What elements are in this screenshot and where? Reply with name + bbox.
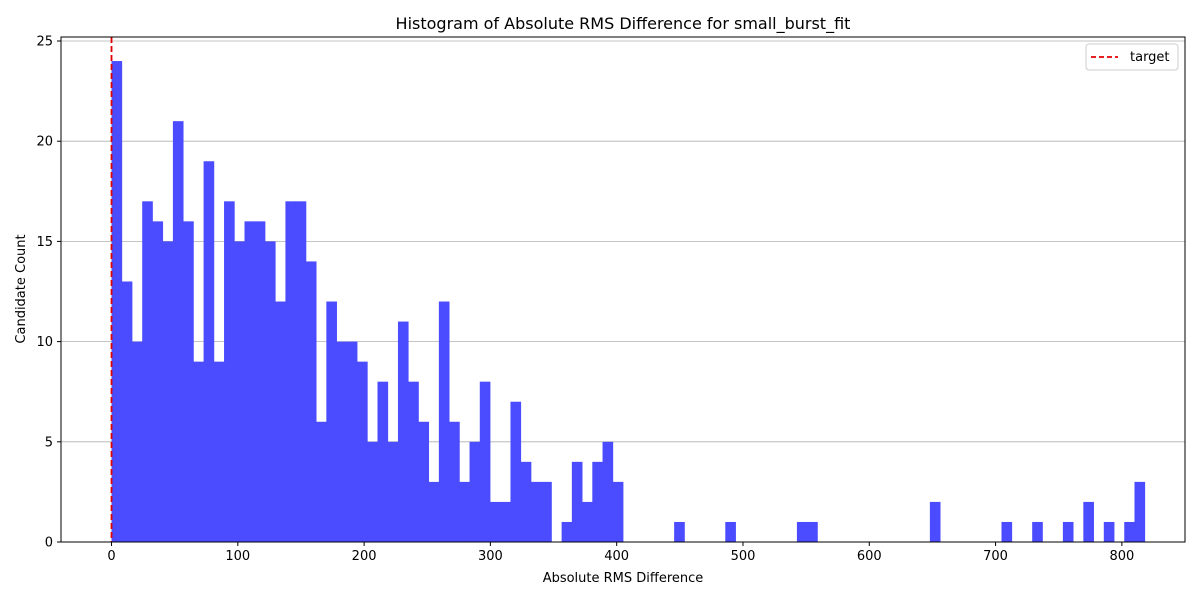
histogram-bar — [203, 161, 215, 542]
y-tick-label: 20 — [36, 135, 53, 150]
histogram-bar — [725, 521, 736, 542]
y-tick-label: 0 — [45, 536, 53, 551]
histogram-bar — [438, 301, 450, 542]
x-tick-label: 0 — [107, 549, 115, 564]
histogram-bar — [285, 201, 297, 543]
histogram-bar — [1134, 481, 1146, 542]
histogram-bar — [162, 241, 174, 542]
histogram-bar — [346, 341, 358, 542]
histogram-bar — [510, 401, 522, 542]
x-tick-label: 400 — [604, 549, 629, 564]
axes — [60, 36, 1186, 543]
histogram-bars — [111, 61, 1146, 543]
histogram-bar — [418, 421, 430, 542]
x-axis-ticks: 0 100 200 300 400 500 600 700 800 — [107, 542, 1134, 564]
histogram-bar — [224, 201, 235, 543]
histogram-bar — [387, 441, 399, 542]
histogram-bar — [807, 521, 818, 542]
histogram-bar — [336, 341, 348, 542]
histogram-bar — [367, 441, 378, 542]
histogram-bar — [1103, 521, 1115, 542]
y-tick-label: 10 — [36, 335, 53, 350]
histogram-bar — [172, 121, 184, 543]
histogram-bar — [1062, 521, 1074, 542]
y-tick-label: 25 — [36, 35, 53, 50]
histogram-bar — [541, 481, 552, 542]
y-tick-label: 15 — [36, 235, 53, 250]
x-tick-label: 800 — [1109, 549, 1134, 564]
histogram-bar — [500, 501, 511, 542]
histogram-bar — [142, 201, 153, 543]
histogram-bar — [612, 481, 624, 542]
y-axis-ticks: 0 5 10 15 20 25 — [36, 35, 61, 551]
histogram-bar — [193, 361, 204, 542]
x-tick-label: 600 — [857, 549, 882, 564]
histogram-bar — [213, 361, 225, 542]
histogram-bar — [111, 61, 123, 543]
histogram-bar — [459, 481, 470, 542]
histogram-bar — [397, 321, 409, 542]
histogram-bar — [449, 421, 460, 542]
histogram-bar — [469, 441, 481, 542]
histogram-bar — [1083, 501, 1094, 542]
plot-frame — [60, 36, 1186, 543]
histogram-bar — [305, 261, 317, 542]
histogram-bar — [316, 421, 327, 542]
histogram-bar — [121, 281, 133, 542]
legend: target — [1085, 43, 1179, 71]
histogram-bar — [582, 501, 593, 542]
histogram-bar — [254, 221, 266, 542]
legend-target-label: target — [1130, 50, 1170, 65]
histogram-bar — [479, 381, 491, 542]
legend-box — [1085, 43, 1179, 71]
histogram-bar — [244, 221, 256, 542]
histogram-bar — [377, 381, 389, 542]
x-tick-label: 100 — [225, 549, 250, 564]
x-tick-label: 300 — [478, 549, 503, 564]
y-axis-label: Candidate Count — [14, 234, 29, 343]
histogram-bar — [295, 201, 307, 543]
histogram-bar — [1001, 521, 1013, 542]
x-axis-label: Absolute RMS Difference — [543, 571, 704, 586]
histogram-bar — [1032, 521, 1043, 542]
histogram-bar — [1124, 521, 1135, 542]
histogram-bar — [326, 301, 337, 542]
histogram-bar — [275, 301, 286, 542]
histogram-bar — [602, 441, 614, 542]
histogram-bar — [264, 241, 276, 542]
histogram-bar — [929, 501, 941, 542]
histogram-bar — [571, 461, 583, 542]
histogram-bar — [183, 221, 194, 542]
histogram-bar — [357, 361, 368, 542]
histogram-bar — [561, 521, 573, 542]
histogram-bar — [592, 461, 603, 542]
x-tick-label: 200 — [352, 549, 377, 564]
histogram-bar — [408, 381, 419, 542]
histogram-bar — [131, 341, 143, 542]
x-tick-label: 700 — [983, 549, 1008, 564]
histogram-bar — [428, 481, 440, 542]
chart-title: Histogram of Absolute RMS Difference for… — [396, 14, 851, 34]
histogram-bar — [520, 461, 532, 542]
y-tick-label: 5 — [45, 435, 53, 450]
x-tick-label: 500 — [731, 549, 756, 564]
histogram-bar — [530, 481, 542, 542]
histogram-bar — [796, 521, 808, 542]
histogram-bar — [674, 521, 685, 542]
histogram-bar — [490, 501, 501, 542]
histogram-bar — [152, 221, 164, 542]
histogram-bar — [234, 241, 245, 542]
